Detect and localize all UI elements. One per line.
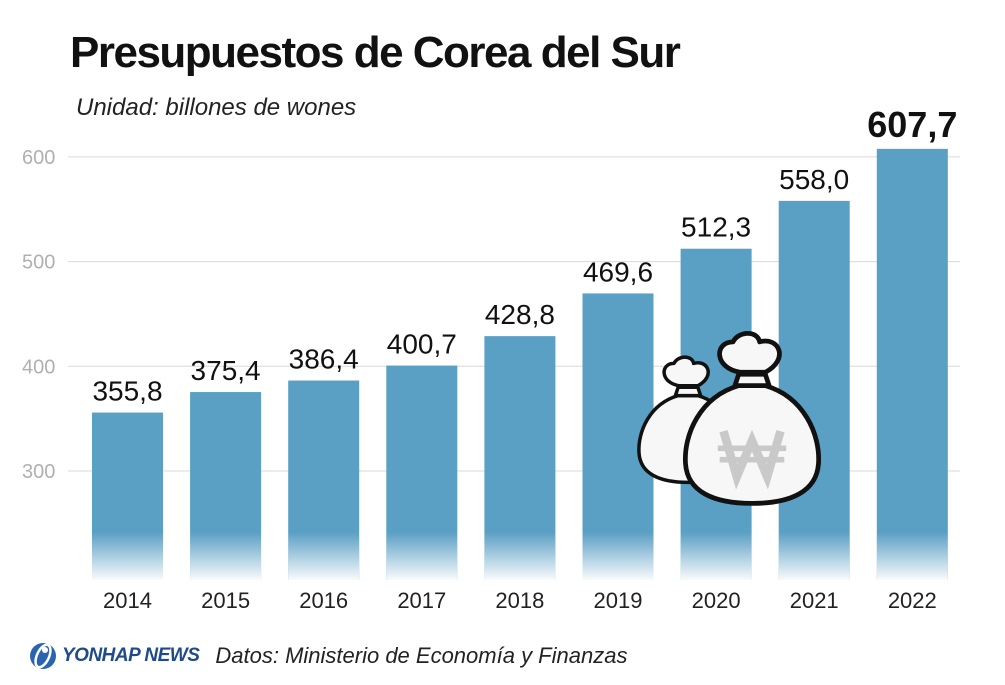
bar-fade (386, 532, 458, 582)
value-label: 607,7 (867, 104, 957, 145)
value-label: 355,8 (92, 376, 162, 407)
bar-fade (582, 532, 654, 582)
bar-fade (876, 532, 948, 582)
source-text: Datos: Ministerio de Economía y Finanzas (215, 643, 628, 668)
x-tick-label: 2014 (103, 588, 152, 613)
value-label: 375,4 (191, 355, 261, 386)
y-tick-label: 300 (22, 461, 55, 483)
y-tick-label: 500 (22, 252, 55, 274)
bar-2022 (876, 148, 948, 580)
bar-2021 (778, 200, 850, 580)
value-label: 512,3 (681, 212, 751, 243)
money-bag-icon (683, 330, 821, 506)
title: Presupuestos de Corea del Sur (70, 28, 681, 77)
x-tick-label: 2015 (201, 588, 250, 613)
bar-fade (484, 532, 556, 582)
value-label: 386,4 (289, 344, 359, 375)
footer: YONHAP NEWS Datos: Ministerio de Economí… (28, 638, 627, 674)
yonhap-logo: YONHAP NEWS (28, 641, 200, 671)
unit-subtitle: Unidad: billones de wones (76, 94, 357, 121)
y-tick-label: 600 (22, 147, 55, 169)
bar-fade (778, 532, 850, 582)
value-label: 469,6 (583, 256, 653, 287)
x-tick-label: 2016 (299, 588, 348, 613)
x-tick-label: 2021 (790, 588, 839, 613)
bar-fade (190, 532, 262, 582)
bar-fade (680, 532, 752, 582)
x-tick-label: 2019 (594, 588, 643, 613)
x-tick-label: 2020 (692, 588, 741, 613)
money-bags-icon (637, 330, 821, 506)
logo-text: YONHAP NEWS (62, 645, 200, 666)
bar-fade (92, 532, 163, 582)
y-tick-label: 400 (22, 356, 55, 378)
x-tick-label: 2017 (397, 588, 446, 613)
value-label: 428,8 (485, 299, 555, 330)
value-label: 400,7 (387, 329, 457, 360)
yonhap-logo-icon (30, 643, 56, 669)
x-tick-label: 2022 (888, 588, 937, 613)
bar-fade (288, 532, 360, 582)
x-tick-label: 2018 (495, 588, 544, 613)
value-label: 558,0 (779, 164, 849, 195)
won-sign-icon (717, 429, 787, 490)
